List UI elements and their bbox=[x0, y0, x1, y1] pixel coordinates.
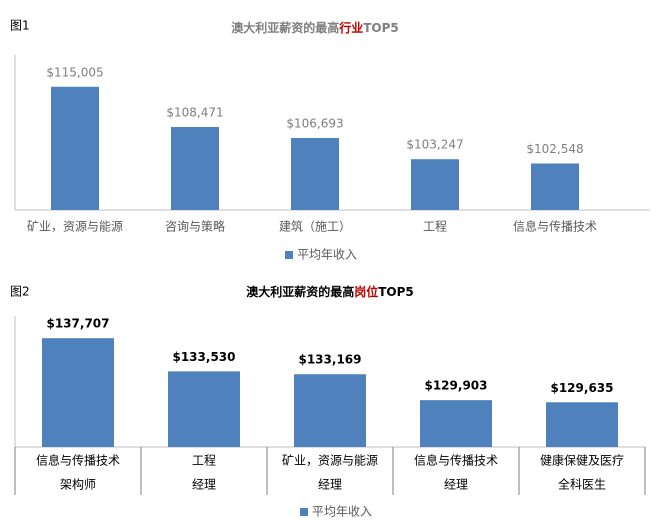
title-part: TOP5 bbox=[378, 285, 414, 299]
bar bbox=[546, 402, 618, 447]
value-label: $108,471 bbox=[166, 106, 223, 120]
x-tick-label: 信息与传播技术 bbox=[513, 219, 597, 234]
x-tick-label: 矿业，资源与能源 bbox=[27, 220, 123, 234]
value-label: $133,530 bbox=[172, 350, 235, 364]
bar bbox=[171, 127, 219, 210]
bar bbox=[168, 371, 240, 447]
x-tick-label: 工程 bbox=[423, 219, 447, 234]
x-tick-label: 架构师 bbox=[60, 477, 96, 492]
bar bbox=[294, 374, 366, 447]
title-part: 行业 bbox=[338, 20, 363, 35]
legend-swatch bbox=[300, 508, 308, 516]
legend-swatch bbox=[285, 251, 293, 259]
title-part: 澳大利亚薪资的最高 bbox=[246, 284, 354, 299]
x-tick-label: 工程 bbox=[192, 453, 216, 468]
x-tick-label: 经理 bbox=[318, 478, 342, 492]
value-label: $137,707 bbox=[46, 317, 109, 331]
value-label: $129,903 bbox=[424, 379, 487, 393]
bar bbox=[291, 137, 339, 210]
x-tick-label: 全科医生 bbox=[558, 477, 606, 492]
legend-label: 平均年收入 bbox=[312, 505, 372, 519]
figure-label: 图1 bbox=[10, 19, 30, 33]
x-tick-label: 建筑（施工） bbox=[279, 219, 351, 234]
bar bbox=[42, 338, 114, 447]
figure-label: 图2 bbox=[10, 285, 30, 299]
x-tick-label: 经理 bbox=[444, 478, 468, 492]
chart-title: 澳大利亚薪资的最高行业TOP5 bbox=[231, 20, 399, 35]
x-tick-label: 信息与传播技术 bbox=[414, 453, 498, 468]
bar bbox=[420, 400, 492, 447]
x-tick-label: 经理 bbox=[192, 478, 216, 492]
x-tick-label: 咨询与策略 bbox=[165, 219, 225, 234]
value-label: $129,635 bbox=[550, 381, 613, 395]
value-label: $115,005 bbox=[46, 65, 103, 79]
value-label: $102,548 bbox=[526, 142, 583, 156]
bar bbox=[411, 159, 459, 210]
x-tick-label: 信息与传播技术 bbox=[36, 453, 120, 468]
bar bbox=[51, 86, 99, 210]
title-part: TOP5 bbox=[363, 21, 399, 35]
value-label: $133,169 bbox=[298, 353, 361, 367]
value-label: $106,693 bbox=[286, 116, 343, 130]
x-tick-label: 矿业，资源与能源 bbox=[282, 454, 378, 468]
title-part: 岗位 bbox=[354, 284, 378, 299]
x-tick-label: 健康保健及医疗 bbox=[540, 453, 624, 468]
title-part: 澳大利亚薪资的最高 bbox=[231, 20, 339, 35]
bar bbox=[531, 163, 579, 210]
legend-label: 平均年收入 bbox=[297, 248, 357, 262]
chart-title: 澳大利亚薪资的最高岗位TOP5 bbox=[246, 284, 414, 299]
value-label: $103,247 bbox=[406, 138, 463, 152]
